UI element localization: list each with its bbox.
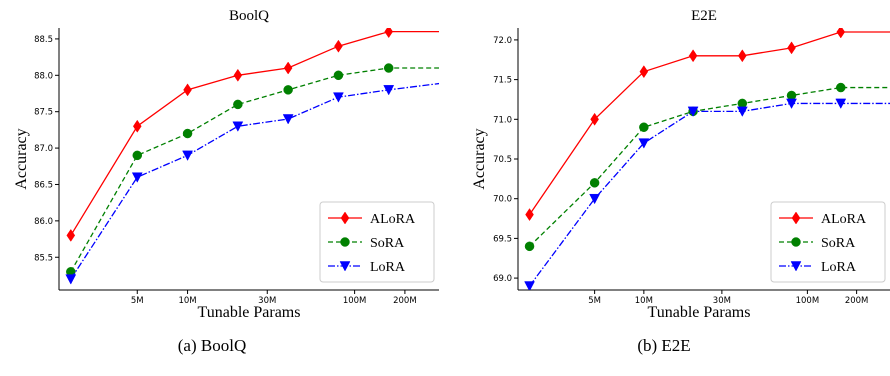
data-point-sora — [333, 70, 344, 81]
data-point-sora — [836, 82, 846, 93]
chart-panel-e2e: 69.0 69.5 70.0 70.5 71.0 71.5 72.0 5M 10M 30M 100M… — [471, 8, 890, 355]
x-tick-label: 10M — [635, 296, 653, 306]
data-point-alora — [334, 39, 343, 53]
series-line-sora — [70, 67, 439, 273]
data-point-alora — [738, 49, 747, 63]
y-tick-label: 70.5 — [493, 155, 512, 165]
subfigure-caption: (b) E2E — [637, 336, 690, 355]
data-point-lora — [65, 274, 77, 285]
data-point-sora — [737, 98, 748, 109]
series-line-alora — [70, 30, 439, 236]
y-tick-label: 86.5 — [34, 180, 53, 190]
series-line-alora — [529, 31, 890, 215]
y-axis-label: Accuracy — [13, 128, 30, 189]
data-point-alora — [233, 68, 243, 82]
legend: ALoRA SoRA LoRA — [319, 201, 435, 283]
x-tick-label: 30M — [713, 296, 731, 306]
legend-marker-lora — [790, 261, 802, 272]
data-point-lora — [786, 98, 797, 109]
series-line-sora — [529, 86, 890, 247]
data-point-alora — [590, 112, 599, 126]
y-tick-label: 72.0 — [493, 36, 512, 46]
y-tick-label: 70.0 — [493, 195, 512, 205]
data-point-lora — [282, 114, 294, 125]
chart-title: BoolQ — [229, 8, 269, 24]
data-point-sora — [786, 90, 797, 101]
y-tick-label: 88.0 — [34, 71, 53, 81]
data-point-sora — [383, 63, 394, 73]
x-tick-label: 100M — [343, 296, 367, 306]
legend-marker-sora — [340, 237, 350, 247]
legend-label-alora: ALoRA — [370, 212, 416, 227]
legend-marker-sora — [791, 237, 801, 247]
data-point-lora — [524, 281, 535, 290]
data-point-lora — [131, 172, 143, 183]
series-line-lora — [70, 82, 439, 280]
data-point-lora — [736, 106, 748, 117]
data-point-sora — [132, 150, 143, 161]
data-point-sora — [283, 85, 293, 95]
series-line-lora — [529, 102, 890, 287]
x-tick-label: 5M — [131, 296, 144, 306]
x-axis-label: Tunable Params — [648, 304, 751, 321]
chart-panel-boolq: 85.5 86.0 86.5 87.0 87.5 88.0 88.5 5M 10M 30M 100M… — [13, 8, 439, 355]
data-point-lora — [232, 121, 244, 132]
data-point-sora — [233, 99, 243, 110]
legend: ALoRA SoRA LoRA — [770, 201, 886, 283]
x-tick-label: 30M — [258, 296, 276, 306]
data-point-lora — [182, 150, 193, 161]
legend-label-alora: ALoRA — [821, 212, 867, 227]
legend-marker-alora — [791, 211, 801, 225]
data-point-sora — [524, 241, 535, 252]
data-point-lora — [589, 193, 601, 205]
legend-marker-alora — [340, 211, 350, 225]
y-tick-label: 69.5 — [493, 234, 512, 244]
y-tick-label: 71.5 — [493, 76, 512, 86]
x-tick-label: 200M — [845, 296, 869, 306]
data-point-alora — [688, 49, 698, 63]
x-tick-label: 5M — [588, 296, 601, 306]
legend-label-sora: SoRA — [821, 236, 856, 251]
data-point-alora — [283, 61, 293, 75]
y-tick-label: 69.0 — [493, 274, 512, 284]
x-tick-label: 10M — [178, 296, 196, 306]
y-tick-label: 87.5 — [34, 108, 53, 118]
plot-area — [65, 28, 439, 285]
y-axis-label: Accuracy — [471, 128, 488, 189]
data-point-alora — [66, 228, 76, 242]
plot-area — [524, 28, 890, 290]
data-point-alora — [639, 65, 649, 79]
data-point-lora — [687, 106, 699, 117]
y-tick-label: 88.5 — [34, 35, 53, 45]
data-point-alora — [132, 119, 142, 133]
data-point-sora — [182, 128, 193, 139]
legend-marker-lora — [339, 261, 351, 272]
legend-label-lora: LoRA — [821, 260, 857, 275]
y-tick-label: 87.0 — [34, 144, 53, 154]
y-tick-label: 85.5 — [34, 253, 53, 263]
data-point-alora — [787, 41, 796, 55]
x-tick-label: 100M — [796, 296, 820, 306]
chart-title: E2E — [691, 8, 717, 24]
x-tick-label: 200M — [393, 296, 417, 306]
subfigure-caption: (a) BoolQ — [178, 336, 246, 355]
y-tick-label: 86.0 — [34, 217, 53, 227]
data-point-sora — [639, 122, 649, 132]
data-point-lora — [383, 85, 395, 96]
data-point-alora — [183, 83, 192, 97]
data-point-lora — [835, 98, 847, 109]
data-point-alora — [384, 28, 394, 39]
data-point-lora — [638, 138, 650, 149]
y-tick-label: 71.0 — [493, 115, 512, 125]
data-point-lora — [333, 92, 344, 103]
legend-label-lora: LoRA — [370, 260, 406, 275]
data-point-alora — [836, 28, 846, 39]
legend-label-sora: SoRA — [370, 236, 405, 251]
data-point-alora — [525, 208, 534, 222]
x-axis-label: Tunable Params — [198, 304, 301, 321]
data-point-sora — [589, 178, 600, 188]
